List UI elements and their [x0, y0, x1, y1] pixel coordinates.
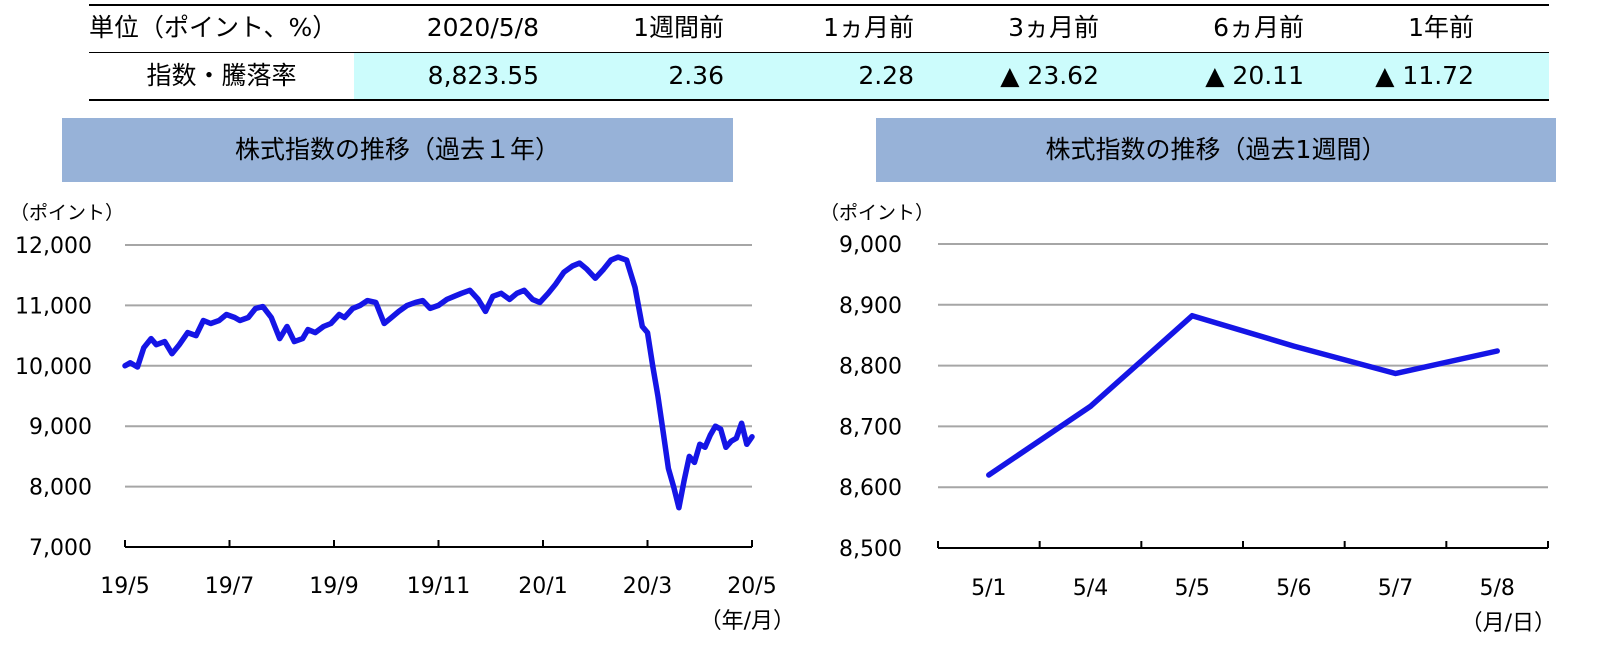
series-line: [986, 312, 1500, 478]
row-label: 指数・騰落率: [146, 61, 297, 90]
x-tick-label: 19/7: [205, 574, 254, 599]
data-point: [986, 472, 992, 478]
series-line: [122, 254, 755, 511]
y-tick-label: 9,000: [839, 233, 902, 258]
header-unit: 単位（ポイント、%）: [89, 13, 338, 42]
header-1-month: 1ヵ月前: [823, 13, 914, 42]
header-3-months: 3ヵ月前: [1008, 13, 1099, 42]
chart-1-title: 株式指数の推移（過去１年）: [62, 118, 733, 182]
x-tick-label: 5/6: [1276, 576, 1311, 601]
x-tick-label: 5/7: [1378, 576, 1413, 601]
value-1-year: ▲ 11.72: [1375, 61, 1474, 90]
y-tick-label: 8,600: [839, 476, 902, 501]
y-tick-label: 11,000: [15, 294, 92, 319]
value-1-week: 2.36: [668, 61, 724, 90]
x-tick-label: 19/5: [100, 574, 149, 599]
header-1-week: 1週間前: [633, 13, 724, 42]
table-bottom-rule: [89, 99, 1549, 101]
value-3-months: ▲ 23.62: [1000, 61, 1099, 90]
header-1-year: 1年前: [1408, 13, 1474, 42]
x-axis-unit: （年/月）: [700, 609, 795, 634]
data-point: [1088, 403, 1093, 409]
y-tick-label: 8,000: [29, 476, 92, 501]
chart-2-title: 株式指数の推移（過去1週間）: [876, 118, 1556, 182]
x-tick-label: 19/11: [407, 574, 470, 599]
x-tick-label: 19/9: [309, 574, 358, 599]
x-axis-unit: （月/日）: [1461, 611, 1556, 636]
x-tick-label: 5/8: [1479, 576, 1514, 601]
header-date: 2020/5/8: [426, 13, 539, 42]
x-tick-label: 20/3: [623, 574, 672, 599]
y-tick-label: 7,000: [29, 536, 92, 561]
summary-table: 単位（ポイント、%） 2020/5/8 1週間前 1ヵ月前 3ヵ月前 6ヵ月前 …: [89, 4, 1549, 101]
header-6-months: 6ヵ月前: [1213, 13, 1304, 42]
value-index: 8,823.55: [427, 61, 539, 90]
values-highlight: [354, 53, 1549, 99]
data-point: [1291, 343, 1297, 349]
y-tick-label: 12,000: [15, 234, 92, 259]
y-tick-label: 8,700: [839, 415, 902, 440]
chart-2-ylabel: （ポイント）: [820, 202, 935, 224]
data-point: [1393, 371, 1398, 377]
y-tick-label: 8,800: [839, 355, 902, 380]
x-tick-label: 5/5: [1174, 576, 1209, 601]
x-tick-label: 5/4: [1073, 576, 1108, 601]
table-top-rule: [89, 4, 1549, 6]
y-tick-label: 8,500: [839, 537, 902, 562]
y-tick-label: 9,000: [29, 415, 92, 440]
chart-1-ylabel: （ポイント）: [10, 202, 125, 224]
x-tick-label: 20/5: [727, 574, 776, 599]
y-tick-label: 8,900: [839, 294, 902, 319]
y-tick-label: 10,000: [15, 355, 92, 380]
x-tick-label: 20/1: [518, 574, 567, 599]
value-6-months: ▲ 20.11: [1205, 61, 1304, 90]
x-tick-label: 5/1: [971, 576, 1006, 601]
data-point: [1189, 313, 1195, 319]
table-mid-rule: [89, 52, 1549, 53]
data-point: [1494, 348, 1500, 354]
value-1-month: 2.28: [858, 61, 914, 90]
